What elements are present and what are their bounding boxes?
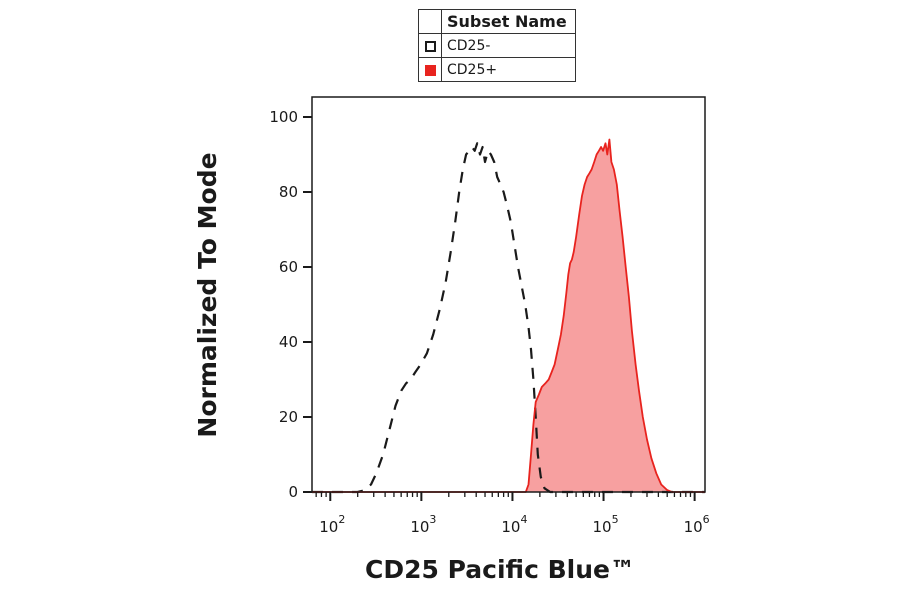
y-tick-label-100: 100 xyxy=(269,108,298,126)
x-tick-label-4: 104 xyxy=(501,513,527,536)
legend-label-cd25-positive: CD25+ xyxy=(441,57,576,82)
series-area-cd25-positive xyxy=(312,139,705,492)
x-tick-label-2: 102 xyxy=(319,513,345,536)
series-line-cd25-negative xyxy=(312,142,705,494)
y-tick-label-60: 60 xyxy=(279,258,298,276)
legend-label-cd25-negative: CD25- xyxy=(441,33,576,58)
legend-swatch-cd25-positive xyxy=(424,65,436,76)
x-tick-label-5: 105 xyxy=(592,513,618,536)
series-line-cd25-positive xyxy=(312,138,705,493)
legend: Subset Name CD25- CD25+ xyxy=(418,9,576,82)
legend-swatch-cd25-negative xyxy=(424,41,436,52)
x-tick-label-6: 106 xyxy=(684,513,710,536)
y-tick-label-0: 0 xyxy=(288,483,298,501)
legend-entry-cd25-positive: CD25+ xyxy=(418,57,576,82)
y-tick-label-40: 40 xyxy=(279,333,298,351)
y-axis-title: Normalized To Mode xyxy=(193,152,222,437)
x-tick-label-3: 103 xyxy=(410,513,436,536)
x-axis-title: CD25 Pacific Blue™ xyxy=(365,555,635,584)
y-tick-label-80: 80 xyxy=(279,183,298,201)
y-tick-label-20: 20 xyxy=(279,408,298,426)
